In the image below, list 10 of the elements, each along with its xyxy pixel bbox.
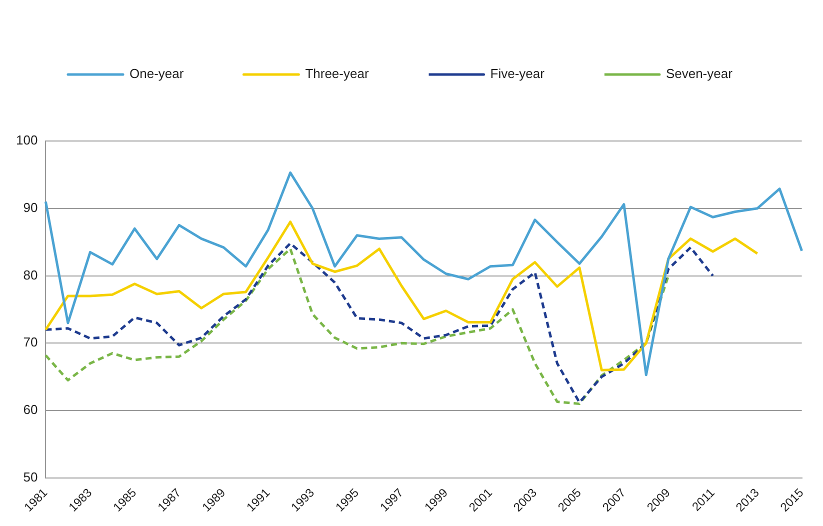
legend-label: One-year [130,66,184,82]
y-tick-label: 80 [23,267,38,282]
legend-label: Five-year [490,66,546,82]
y-tick-label: 60 [23,402,38,418]
y-tick-label: 100 [16,132,38,148]
y-tick-label: 50 [23,470,38,485]
legend-label: Three-year [305,66,370,82]
y-tick-label: 90 [23,200,38,215]
y-tick-label: 70 [23,334,38,350]
legend-label: Seven-year [666,66,734,82]
